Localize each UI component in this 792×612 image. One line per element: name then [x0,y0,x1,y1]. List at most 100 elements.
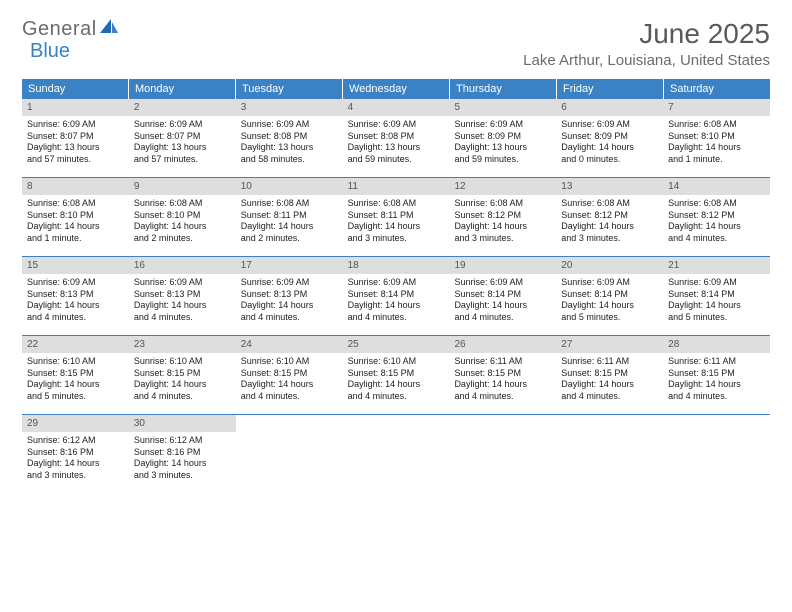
day-line-sunset: Sunset: 8:07 PM [134,131,231,143]
day-line-day2: and 57 minutes. [134,154,231,166]
title-block: June 2025 Lake Arthur, Louisiana, United… [523,18,770,69]
day-cell: 14Sunrise: 6:08 AMSunset: 8:12 PMDayligh… [663,178,770,256]
day-number: 15 [22,257,129,274]
day-line-day2: and 1 minute. [27,233,124,245]
day-line-sunset: Sunset: 8:07 PM [27,131,124,143]
day-number: 4 [343,99,450,116]
day-line-day2: and 3 minutes. [348,233,445,245]
day-line-day1: Daylight: 14 hours [134,458,231,470]
day-cell: 25Sunrise: 6:10 AMSunset: 8:15 PMDayligh… [343,336,450,414]
day-number: 8 [22,178,129,195]
day-line-sunrise: Sunrise: 6:09 AM [454,277,551,289]
day-line-sunset: Sunset: 8:08 PM [241,131,338,143]
day-body: Sunrise: 6:11 AMSunset: 8:15 PMDaylight:… [556,353,663,409]
day-line-sunrise: Sunrise: 6:11 AM [561,356,658,368]
day-number: 17 [236,257,343,274]
day-number: 10 [236,178,343,195]
day-line-sunrise: Sunrise: 6:09 AM [241,277,338,289]
day-body: Sunrise: 6:09 AMSunset: 8:14 PMDaylight:… [663,274,770,330]
day-body: Sunrise: 6:08 AMSunset: 8:10 PMDaylight:… [22,195,129,251]
day-body: Sunrise: 6:10 AMSunset: 8:15 PMDaylight:… [236,353,343,409]
day-line-sunrise: Sunrise: 6:12 AM [134,435,231,447]
day-cell: 26Sunrise: 6:11 AMSunset: 8:15 PMDayligh… [449,336,556,414]
day-line-day2: and 4 minutes. [668,391,765,403]
day-line-sunset: Sunset: 8:13 PM [241,289,338,301]
day-line-sunrise: Sunrise: 6:08 AM [454,198,551,210]
day-body: Sunrise: 6:08 AMSunset: 8:12 PMDaylight:… [556,195,663,251]
day-cell: 24Sunrise: 6:10 AMSunset: 8:15 PMDayligh… [236,336,343,414]
day-header-row: Sunday Monday Tuesday Wednesday Thursday… [22,79,770,99]
day-line-day2: and 4 minutes. [348,391,445,403]
day-line-day2: and 3 minutes. [454,233,551,245]
day-cell: 5Sunrise: 6:09 AMSunset: 8:09 PMDaylight… [449,99,556,177]
day-number: 25 [343,336,450,353]
day-line-sunrise: Sunrise: 6:09 AM [27,119,124,131]
day-line-sunset: Sunset: 8:14 PM [561,289,658,301]
day-cell [663,415,770,493]
day-number: 6 [556,99,663,116]
day-number: 13 [556,178,663,195]
day-line-sunrise: Sunrise: 6:09 AM [348,277,445,289]
day-number: 7 [663,99,770,116]
dayhead-thu: Thursday [450,79,557,99]
day-line-day2: and 4 minutes. [348,312,445,324]
location: Lake Arthur, Louisiana, United States [523,52,770,69]
week-row: 1Sunrise: 6:09 AMSunset: 8:07 PMDaylight… [22,99,770,178]
day-cell: 8Sunrise: 6:08 AMSunset: 8:10 PMDaylight… [22,178,129,256]
day-line-day2: and 5 minutes. [668,312,765,324]
logo-text-blue: Blue [30,40,70,62]
day-number: 24 [236,336,343,353]
day-line-day2: and 4 minutes. [241,312,338,324]
day-number: 3 [236,99,343,116]
day-line-day1: Daylight: 14 hours [454,221,551,233]
day-cell: 27Sunrise: 6:11 AMSunset: 8:15 PMDayligh… [556,336,663,414]
day-line-sunrise: Sunrise: 6:10 AM [348,356,445,368]
dayhead-wed: Wednesday [343,79,450,99]
day-line-sunset: Sunset: 8:11 PM [348,210,445,222]
dayhead-sat: Saturday [664,79,770,99]
day-line-day1: Daylight: 14 hours [348,221,445,233]
day-cell: 11Sunrise: 6:08 AMSunset: 8:11 PMDayligh… [343,178,450,256]
day-line-day1: Daylight: 14 hours [348,379,445,391]
day-line-day1: Daylight: 14 hours [27,458,124,470]
day-line-sunset: Sunset: 8:12 PM [668,210,765,222]
day-body: Sunrise: 6:11 AMSunset: 8:15 PMDaylight:… [663,353,770,409]
day-line-day1: Daylight: 14 hours [241,379,338,391]
day-line-day1: Daylight: 14 hours [454,379,551,391]
day-number: 9 [129,178,236,195]
day-line-day2: and 4 minutes. [134,312,231,324]
day-line-day2: and 4 minutes. [454,391,551,403]
day-line-sunrise: Sunrise: 6:09 AM [134,119,231,131]
week-row: 8Sunrise: 6:08 AMSunset: 8:10 PMDaylight… [22,178,770,257]
day-number: 20 [556,257,663,274]
day-line-day1: Daylight: 14 hours [561,142,658,154]
calendar-page: General June 2025 Lake Arthur, Louisiana… [0,0,792,511]
day-line-sunset: Sunset: 8:09 PM [561,131,658,143]
day-number: 21 [663,257,770,274]
day-line-day2: and 59 minutes. [348,154,445,166]
day-number: 12 [449,178,556,195]
day-line-sunset: Sunset: 8:14 PM [348,289,445,301]
day-body: Sunrise: 6:08 AMSunset: 8:10 PMDaylight:… [663,116,770,172]
day-body: Sunrise: 6:08 AMSunset: 8:11 PMDaylight:… [343,195,450,251]
day-line-sunrise: Sunrise: 6:11 AM [668,356,765,368]
day-line-sunrise: Sunrise: 6:09 AM [561,277,658,289]
day-number: 14 [663,178,770,195]
day-cell: 23Sunrise: 6:10 AMSunset: 8:15 PMDayligh… [129,336,236,414]
day-line-sunset: Sunset: 8:14 PM [668,289,765,301]
day-line-day1: Daylight: 14 hours [348,300,445,312]
day-body: Sunrise: 6:09 AMSunset: 8:13 PMDaylight:… [236,274,343,330]
day-line-sunset: Sunset: 8:10 PM [134,210,231,222]
day-cell: 12Sunrise: 6:08 AMSunset: 8:12 PMDayligh… [449,178,556,256]
day-cell: 7Sunrise: 6:08 AMSunset: 8:10 PMDaylight… [663,99,770,177]
day-line-sunrise: Sunrise: 6:08 AM [348,198,445,210]
day-body: Sunrise: 6:09 AMSunset: 8:14 PMDaylight:… [449,274,556,330]
day-number: 11 [343,178,450,195]
logo-text-general: General [22,18,97,41]
day-line-day1: Daylight: 14 hours [668,300,765,312]
day-line-sunrise: Sunrise: 6:08 AM [668,119,765,131]
day-cell: 6Sunrise: 6:09 AMSunset: 8:09 PMDaylight… [556,99,663,177]
day-line-sunset: Sunset: 8:15 PM [668,368,765,380]
day-line-day2: and 5 minutes. [27,391,124,403]
day-line-sunrise: Sunrise: 6:09 AM [134,277,231,289]
